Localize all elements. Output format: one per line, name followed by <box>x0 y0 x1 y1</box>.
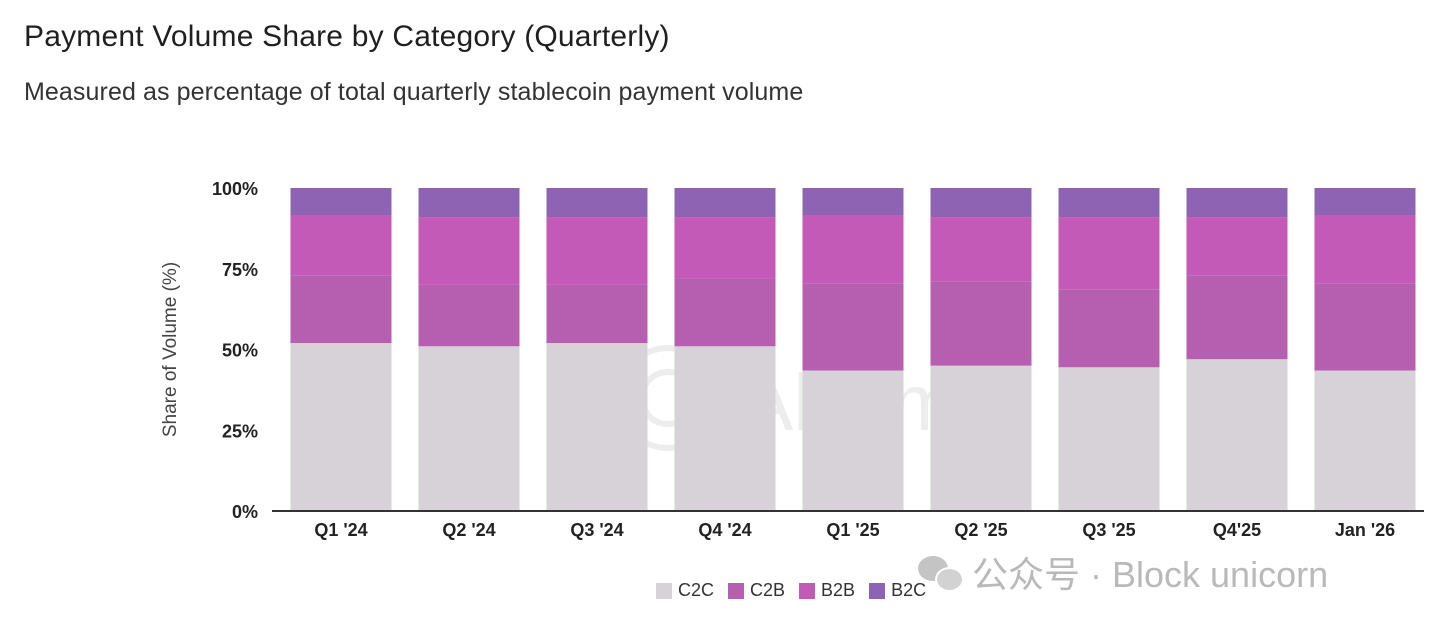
chart-legend: C2C C2B B2B B2C <box>656 580 926 601</box>
chart-title: Payment Volume Share by Category (Quarte… <box>24 20 670 53</box>
legend-label-b2c: B2C <box>891 580 927 600</box>
bar-segment-b2c <box>290 188 392 216</box>
legend-item-b2c: B2C <box>869 580 926 601</box>
x-tick-label: Q1 '25 <box>826 520 879 540</box>
y-tick-label: 75% <box>222 260 258 280</box>
x-tick-label: Jan '26 <box>1335 520 1395 540</box>
bar-segment-b2b <box>290 215 392 276</box>
bar-segment-b2b <box>930 217 1032 282</box>
bar-segment-b2b <box>674 217 776 279</box>
bar-segment-b2c <box>674 188 776 218</box>
bar-segment-c2c <box>1186 359 1288 511</box>
x-tick-label: Q3 '24 <box>570 520 623 540</box>
y-tick-label: 25% <box>222 421 258 441</box>
bar-segment-c2c <box>290 343 392 511</box>
bar-segment-c2c <box>1314 370 1416 511</box>
bar-segment-b2c <box>1058 188 1160 218</box>
legend-swatch-b2b <box>799 582 816 599</box>
bar-segment-b2b <box>1058 217 1160 290</box>
bar-segment-c2b <box>1186 275 1288 360</box>
wechat-icon <box>918 554 964 592</box>
bar-segment-c2b <box>802 283 904 371</box>
y-axis-title: Share of Volume (%) <box>160 262 181 437</box>
bar-segment-c2b <box>290 275 392 344</box>
bar-segment-c2c <box>1058 367 1160 511</box>
x-tick-label: Q4 '24 <box>698 520 751 540</box>
legend-label-c2c: C2C <box>678 580 715 600</box>
x-tick-label: Q2 '25 <box>954 520 1007 540</box>
y-tick-label: 0% <box>232 502 258 522</box>
bar-segment-c2c <box>546 343 648 511</box>
watermark: Allium <box>615 345 958 451</box>
bar-segment-c2b <box>1314 283 1416 371</box>
bar-segment-c2c <box>674 346 776 511</box>
y-tick-label: 50% <box>222 341 258 361</box>
x-tick-label: Q4'25 <box>1213 520 1261 540</box>
legend-item-c2c: C2C <box>656 580 714 601</box>
legend-label-b2b: B2B <box>821 580 856 600</box>
signature-text: 公众号 · Block unicorn <box>972 554 1329 595</box>
x-tick-label: Q2 '24 <box>442 520 495 540</box>
bar-segment-b2c <box>1186 188 1288 218</box>
bar-segment-c2c <box>802 370 904 511</box>
bar-segment-c2b <box>1058 289 1160 368</box>
bar-segment-b2c <box>546 188 648 218</box>
y-tick-label: 100% <box>212 179 258 199</box>
bar-segment-c2c <box>930 365 1032 511</box>
chart-subtitle: Measured as percentage of total quarterl… <box>24 78 804 106</box>
bar-segment-b2c <box>930 188 1032 218</box>
legend-swatch-c2c <box>656 582 672 599</box>
legend-item-b2b: B2B <box>799 580 855 601</box>
bar-segment-c2b <box>674 278 776 347</box>
x-tick-label: Q1 '24 <box>314 520 367 540</box>
bar-segment-c2c <box>418 346 520 511</box>
bar-segment-b2c <box>1314 188 1416 216</box>
bar-segment-b2b <box>802 215 904 284</box>
legend-label-c2b: C2B <box>750 580 786 600</box>
legend-swatch-c2b <box>728 582 745 599</box>
wechat-signature: 公众号 · Block unicorn <box>918 546 1328 598</box>
bar-segment-b2b <box>418 217 520 285</box>
bar-segment-c2b <box>418 284 520 347</box>
bar-segment-b2c <box>418 188 520 218</box>
bar-segment-b2c <box>802 188 904 216</box>
bar-segment-b2b <box>1186 217 1288 276</box>
legend-swatch-b2c <box>869 582 886 599</box>
x-tick-label: Q3 '25 <box>1082 520 1135 540</box>
bar-segment-b2b <box>546 217 648 285</box>
bar-segment-b2b <box>1314 215 1416 284</box>
bar-segment-c2b <box>930 281 1032 366</box>
bar-segment-c2b <box>546 284 648 344</box>
legend-item-c2b: C2B <box>728 580 785 601</box>
